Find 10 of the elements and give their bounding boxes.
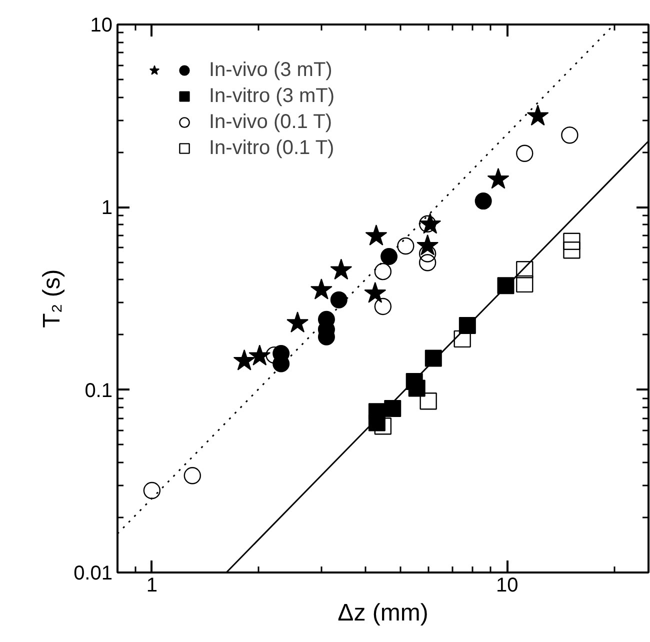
legend-label: In-vitro (3 mT)	[209, 84, 335, 108]
y-tick-label: 0.1	[84, 380, 113, 402]
legend-label: In-vitro (0.1 T)	[209, 136, 334, 160]
x-axis-title: Δz (mm)	[338, 600, 428, 626]
legend-label: In-vivo (3 mT)	[209, 58, 332, 82]
y-tick-label: 1	[101, 197, 112, 220]
y-tick-label: 0.01	[74, 562, 113, 584]
legend-label: In-vivo (0.1 T)	[209, 110, 332, 134]
y-tick-label: 10	[90, 14, 113, 36]
y-axis-title: T₂ (s)	[38, 269, 66, 328]
